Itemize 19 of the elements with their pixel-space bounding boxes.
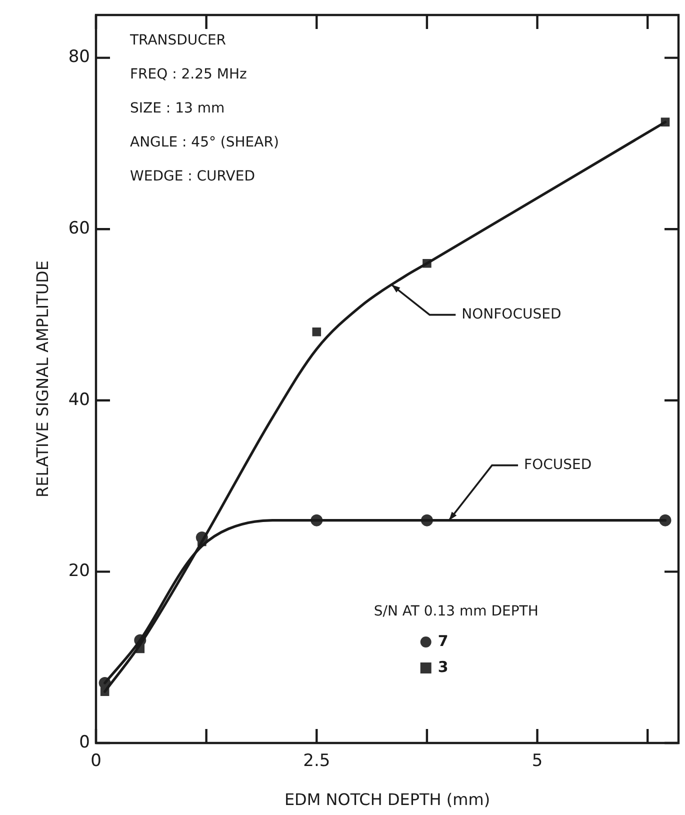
y-axis-title: RELATIVE SIGNAL AMPLITUDE bbox=[33, 260, 52, 498]
annotation: WEDGE : CURVED bbox=[130, 168, 255, 185]
annotation: FREQ : 2.25 MHz bbox=[130, 66, 247, 83]
legend-label: 3 bbox=[438, 658, 448, 676]
legend-label: 7 bbox=[438, 632, 448, 650]
annotation: SIZE : 13 mm bbox=[130, 100, 225, 117]
y-tick-label: 80 bbox=[68, 47, 90, 68]
annotation: FOCUSED bbox=[524, 456, 592, 473]
y-tick-label: 20 bbox=[68, 561, 90, 582]
x-axis-title: EDM NOTCH DEPTH (mm) bbox=[284, 790, 490, 809]
annotation: TRANSDUCER bbox=[129, 32, 226, 49]
annotation: NONFOCUSED bbox=[462, 306, 562, 322]
legend-title: S/N AT 0.13 mm DEPTH bbox=[374, 604, 538, 620]
y-tick-label: 60 bbox=[68, 218, 90, 239]
annotation: ANGLE : 45° (SHEAR) bbox=[130, 134, 279, 151]
x-tick-label: 2.5 bbox=[303, 750, 330, 771]
x-tick-label: 5 bbox=[532, 750, 543, 771]
y-tick-label: 0 bbox=[79, 732, 90, 752]
y-tick-label: 40 bbox=[68, 390, 90, 410]
